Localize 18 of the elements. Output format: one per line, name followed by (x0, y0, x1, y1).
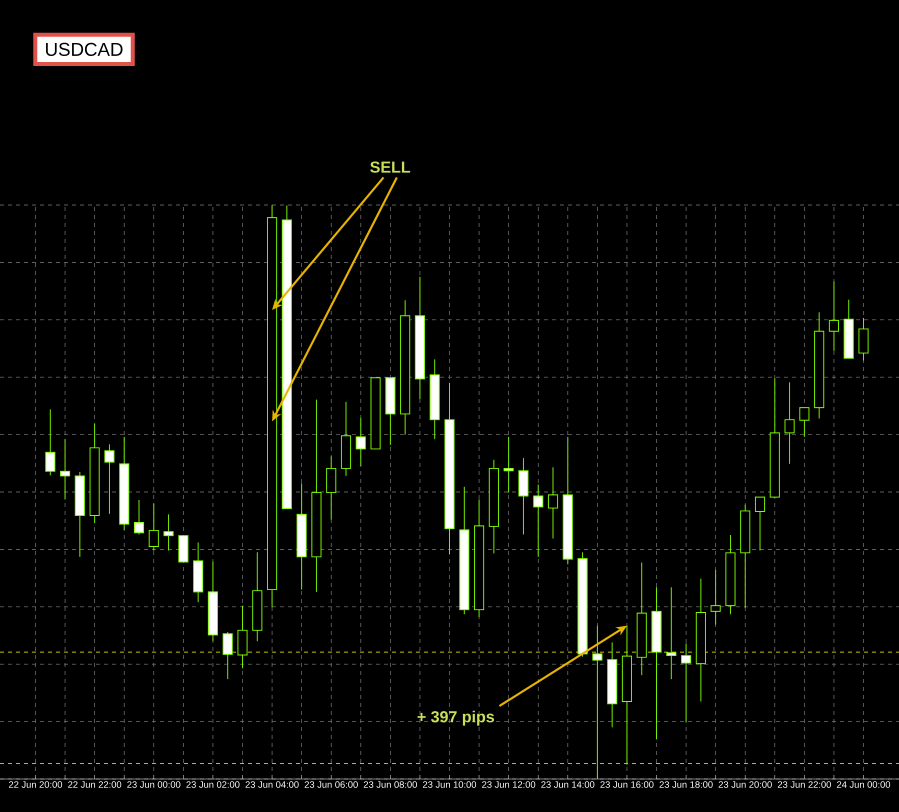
x-tick-label: 23 Jun 00:00 (127, 781, 180, 788)
x-tick-label: 23 Jun 22:00 (778, 781, 831, 788)
x-tick-label: 23 Jun 16:00 (600, 781, 654, 788)
x-tick-label: 23 Jun 20:00 (718, 781, 772, 788)
x-tick-label: 22 Jun 22:00 (68, 781, 122, 788)
annotation: + 397 pips (418, 710, 494, 726)
x-tick-label: 22 Jun 20:00 (8, 781, 62, 788)
chart-title: USDCAD (46, 42, 123, 56)
x-tick-label: 23 Jun 18:00 (660, 781, 713, 788)
x-tick-label: 23 Jun 06:00 (304, 781, 358, 788)
x-tick-label: 23 Jun 14:00 (541, 781, 594, 788)
x-tick-label: 23 Jun 08:00 (364, 781, 417, 788)
annotation: SELL (370, 161, 410, 173)
x-tick-label: 23 Jun 04:00 (246, 781, 299, 788)
x-tick-label: 23 Jun 12:00 (482, 781, 536, 788)
x-tick-label: 24 Jun 00:00 (836, 781, 890, 788)
x-tick-label: 23 Jun 02:00 (186, 781, 240, 788)
x-tick-label: 23 Jun 10:00 (422, 781, 476, 788)
